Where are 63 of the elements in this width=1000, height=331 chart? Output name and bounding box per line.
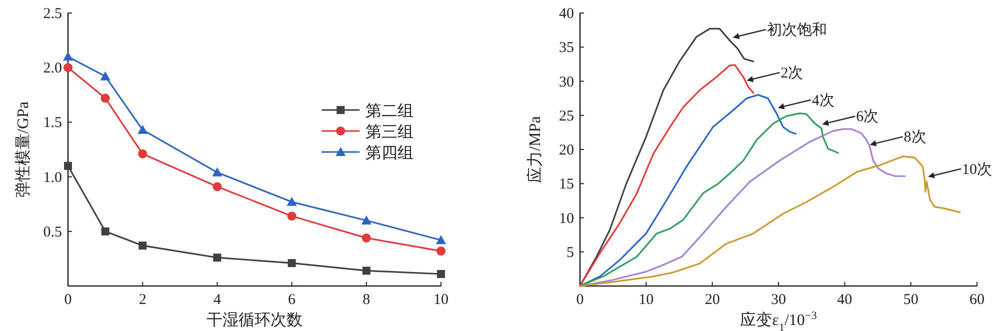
- y-tick-label: 2.0: [43, 60, 62, 77]
- legend-label: 第二组: [366, 103, 414, 120]
- y-tick-label: 30: [559, 74, 574, 90]
- point: [436, 235, 446, 244]
- line-series: [579, 112, 839, 287]
- point: [437, 270, 445, 278]
- x-tick-label: 8: [362, 292, 370, 308]
- annotation: 2次: [780, 66, 804, 82]
- y-tick-label: 40: [559, 6, 574, 22]
- annotation: 6次: [856, 109, 879, 126]
- y-axis-title: 应力/MPa: [526, 116, 544, 183]
- x-tick-label: 4: [213, 292, 222, 308]
- x-tick-label: 2: [138, 292, 146, 308]
- point: [138, 149, 148, 158]
- x-tick-label: 40: [837, 292, 852, 308]
- y-tick-label: 10: [559, 210, 574, 227]
- y-axis-title: 弹性模量/GPa: [14, 102, 32, 198]
- x-tick-label: 30: [771, 292, 786, 308]
- y-tick-label: 35: [559, 40, 574, 56]
- y-tick-label: 25: [559, 108, 574, 124]
- legend-label: 第三组: [366, 124, 414, 141]
- x-tick-label: 0: [576, 292, 584, 308]
- point: [63, 52, 73, 61]
- y-tick-label: 0.5: [43, 224, 62, 240]
- annotation: 8次: [904, 130, 926, 146]
- x-tick-label: 0: [64, 292, 72, 308]
- point: [213, 254, 222, 262]
- point: [362, 233, 371, 242]
- y-tick-label: 5: [566, 244, 574, 261]
- annotation: 10次: [962, 162, 992, 178]
- annotation: 4次: [812, 92, 834, 109]
- point: [212, 182, 222, 192]
- line-series: [579, 156, 961, 287]
- annotation: 初次饱和: [766, 22, 827, 39]
- point: [361, 215, 372, 224]
- y-tick-label: 20: [559, 142, 574, 158]
- point: [64, 63, 72, 72]
- point: [288, 259, 296, 268]
- x-tick-label: 6: [288, 292, 296, 308]
- point: [362, 266, 370, 275]
- point: [64, 162, 72, 170]
- line-series: [579, 94, 796, 287]
- x-tick-label: 10: [434, 292, 448, 308]
- x-tick-label: 10: [638, 292, 654, 308]
- point: [101, 227, 110, 236]
- point: [212, 167, 222, 176]
- point: [100, 94, 110, 103]
- y-tick-label: 1.5: [43, 115, 62, 132]
- x-tick-label: 60: [970, 292, 984, 308]
- point: [286, 196, 297, 206]
- x-axis-title: 应变ε$_{1}$/10$^{−3}$: [740, 310, 818, 331]
- x-tick-label: 20: [704, 292, 720, 308]
- legend-label: 第四组: [366, 145, 414, 162]
- x-tick-label: 50: [903, 292, 918, 308]
- y-tick-label: 1.0: [43, 170, 62, 186]
- y-tick-label: 2.5: [43, 6, 62, 22]
- point: [138, 242, 147, 250]
- y-tick-label: 15: [559, 176, 574, 193]
- point: [287, 212, 296, 221]
- point: [138, 124, 148, 134]
- x-axis-title: 干湿循环次数: [206, 312, 302, 329]
- point: [436, 246, 446, 256]
- point: [100, 71, 110, 80]
